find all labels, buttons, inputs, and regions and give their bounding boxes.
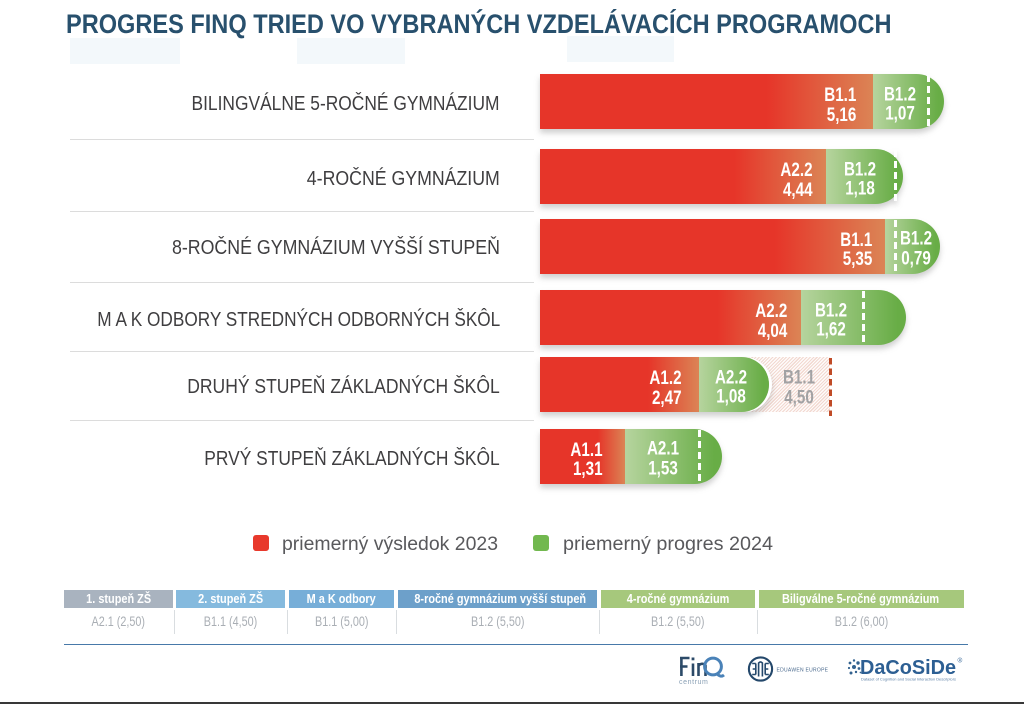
svg-text:EDUAWEN EUROPE: EDUAWEN EUROPE	[777, 667, 829, 673]
svg-text:DaCoSiDe: DaCoSiDe	[860, 657, 956, 679]
svg-text:centrum: centrum	[679, 679, 709, 686]
svg-text:®: ®	[958, 657, 963, 665]
svg-text:Dataset of Cognition and Socia: Dataset of Cognition and Social Interact…	[861, 677, 956, 682]
